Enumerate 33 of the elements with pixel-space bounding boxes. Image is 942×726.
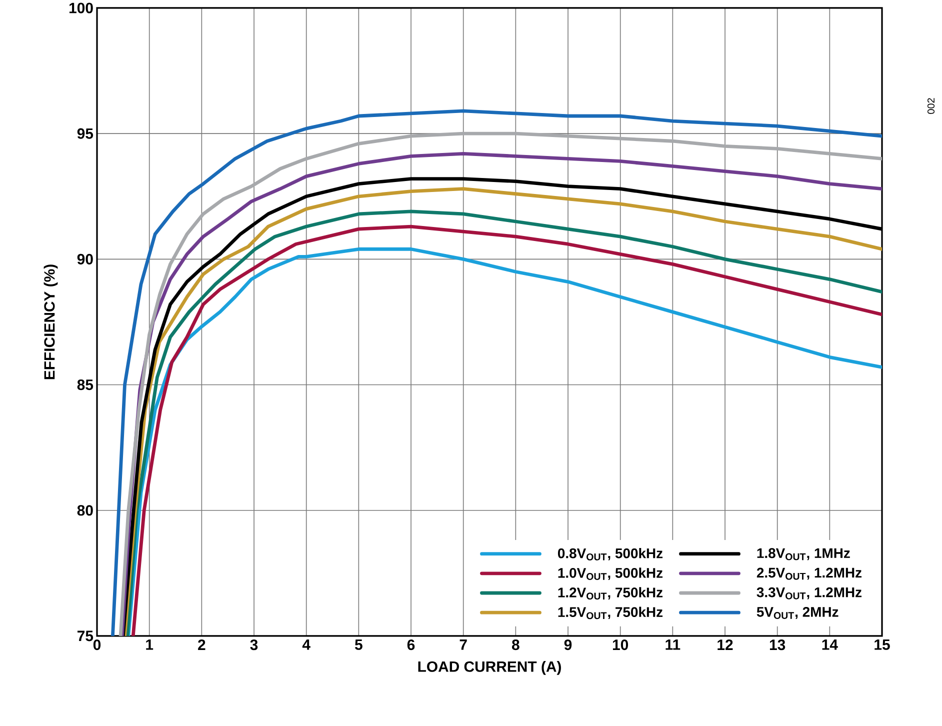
x-tick-label: 1 bbox=[146, 640, 154, 650]
y-tick-label: 80 bbox=[77, 505, 93, 516]
x-tick-label: 5 bbox=[354, 640, 362, 650]
x-tick-label: 14 bbox=[822, 640, 838, 650]
y-tick-label: 85 bbox=[77, 379, 94, 390]
x-tick-label: 6 bbox=[407, 640, 415, 650]
x-tick-label: 9 bbox=[564, 640, 572, 650]
y-tick-label: 100 bbox=[69, 2, 93, 14]
x-tick-label: 7 bbox=[460, 640, 467, 650]
x-tick-label: 0 bbox=[93, 640, 101, 650]
legend-label: 2.5V$_{OUT}$, 1.2MHz bbox=[756, 568, 862, 580]
x-tick-label: 4 bbox=[302, 640, 310, 650]
x-tick-label: 3 bbox=[250, 640, 258, 650]
legend-label: 1.2V$_{OUT}$, 750kHz bbox=[558, 587, 663, 600]
legend-label: 1.0V$_{OUT}$, 500kHz bbox=[558, 568, 663, 580]
x-tick-label: 11 bbox=[666, 640, 680, 650]
x-tick-label: 2 bbox=[198, 640, 206, 650]
legend-label: 1.8V$_{OUT}$, 1MHz bbox=[757, 548, 850, 560]
legend-label: 1.5V$_{OUT}$, 750kHz bbox=[558, 606, 663, 620]
legend-label: 0.8V$_{OUT}$, 500kHz bbox=[558, 548, 663, 560]
y-axis-title: EFFICIENCY (%) bbox=[44, 264, 58, 380]
legend-label: 3.3V$_{OUT}$, 1.2MHz bbox=[756, 587, 862, 600]
x-tick-label: 12 bbox=[718, 640, 733, 650]
x-tick-label: 10 bbox=[612, 640, 628, 650]
text: 002 bbox=[927, 98, 935, 114]
x-tick-label: 8 bbox=[512, 640, 520, 650]
y-tick-label: 95 bbox=[77, 128, 94, 139]
legend-label: 5V$_{OUT}$, 2MHz bbox=[756, 606, 838, 619]
y-tick-label: 90 bbox=[77, 254, 93, 264]
x-tick-label: 13 bbox=[770, 640, 786, 650]
x-axis-title: LOAD CURRENT (A) bbox=[418, 660, 561, 675]
x-tick-label: 15 bbox=[874, 640, 890, 650]
y-tick-label: 75 bbox=[78, 630, 94, 642]
